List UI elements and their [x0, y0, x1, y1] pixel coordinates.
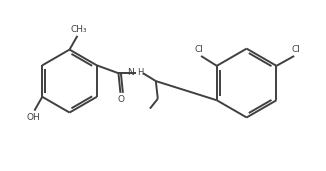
Text: O: O: [118, 95, 125, 104]
Text: Cl: Cl: [195, 45, 203, 54]
Text: N: N: [127, 68, 134, 77]
Text: OH: OH: [26, 113, 40, 122]
Text: H: H: [137, 68, 143, 77]
Text: CH₃: CH₃: [70, 25, 87, 34]
Text: Cl: Cl: [292, 45, 301, 54]
